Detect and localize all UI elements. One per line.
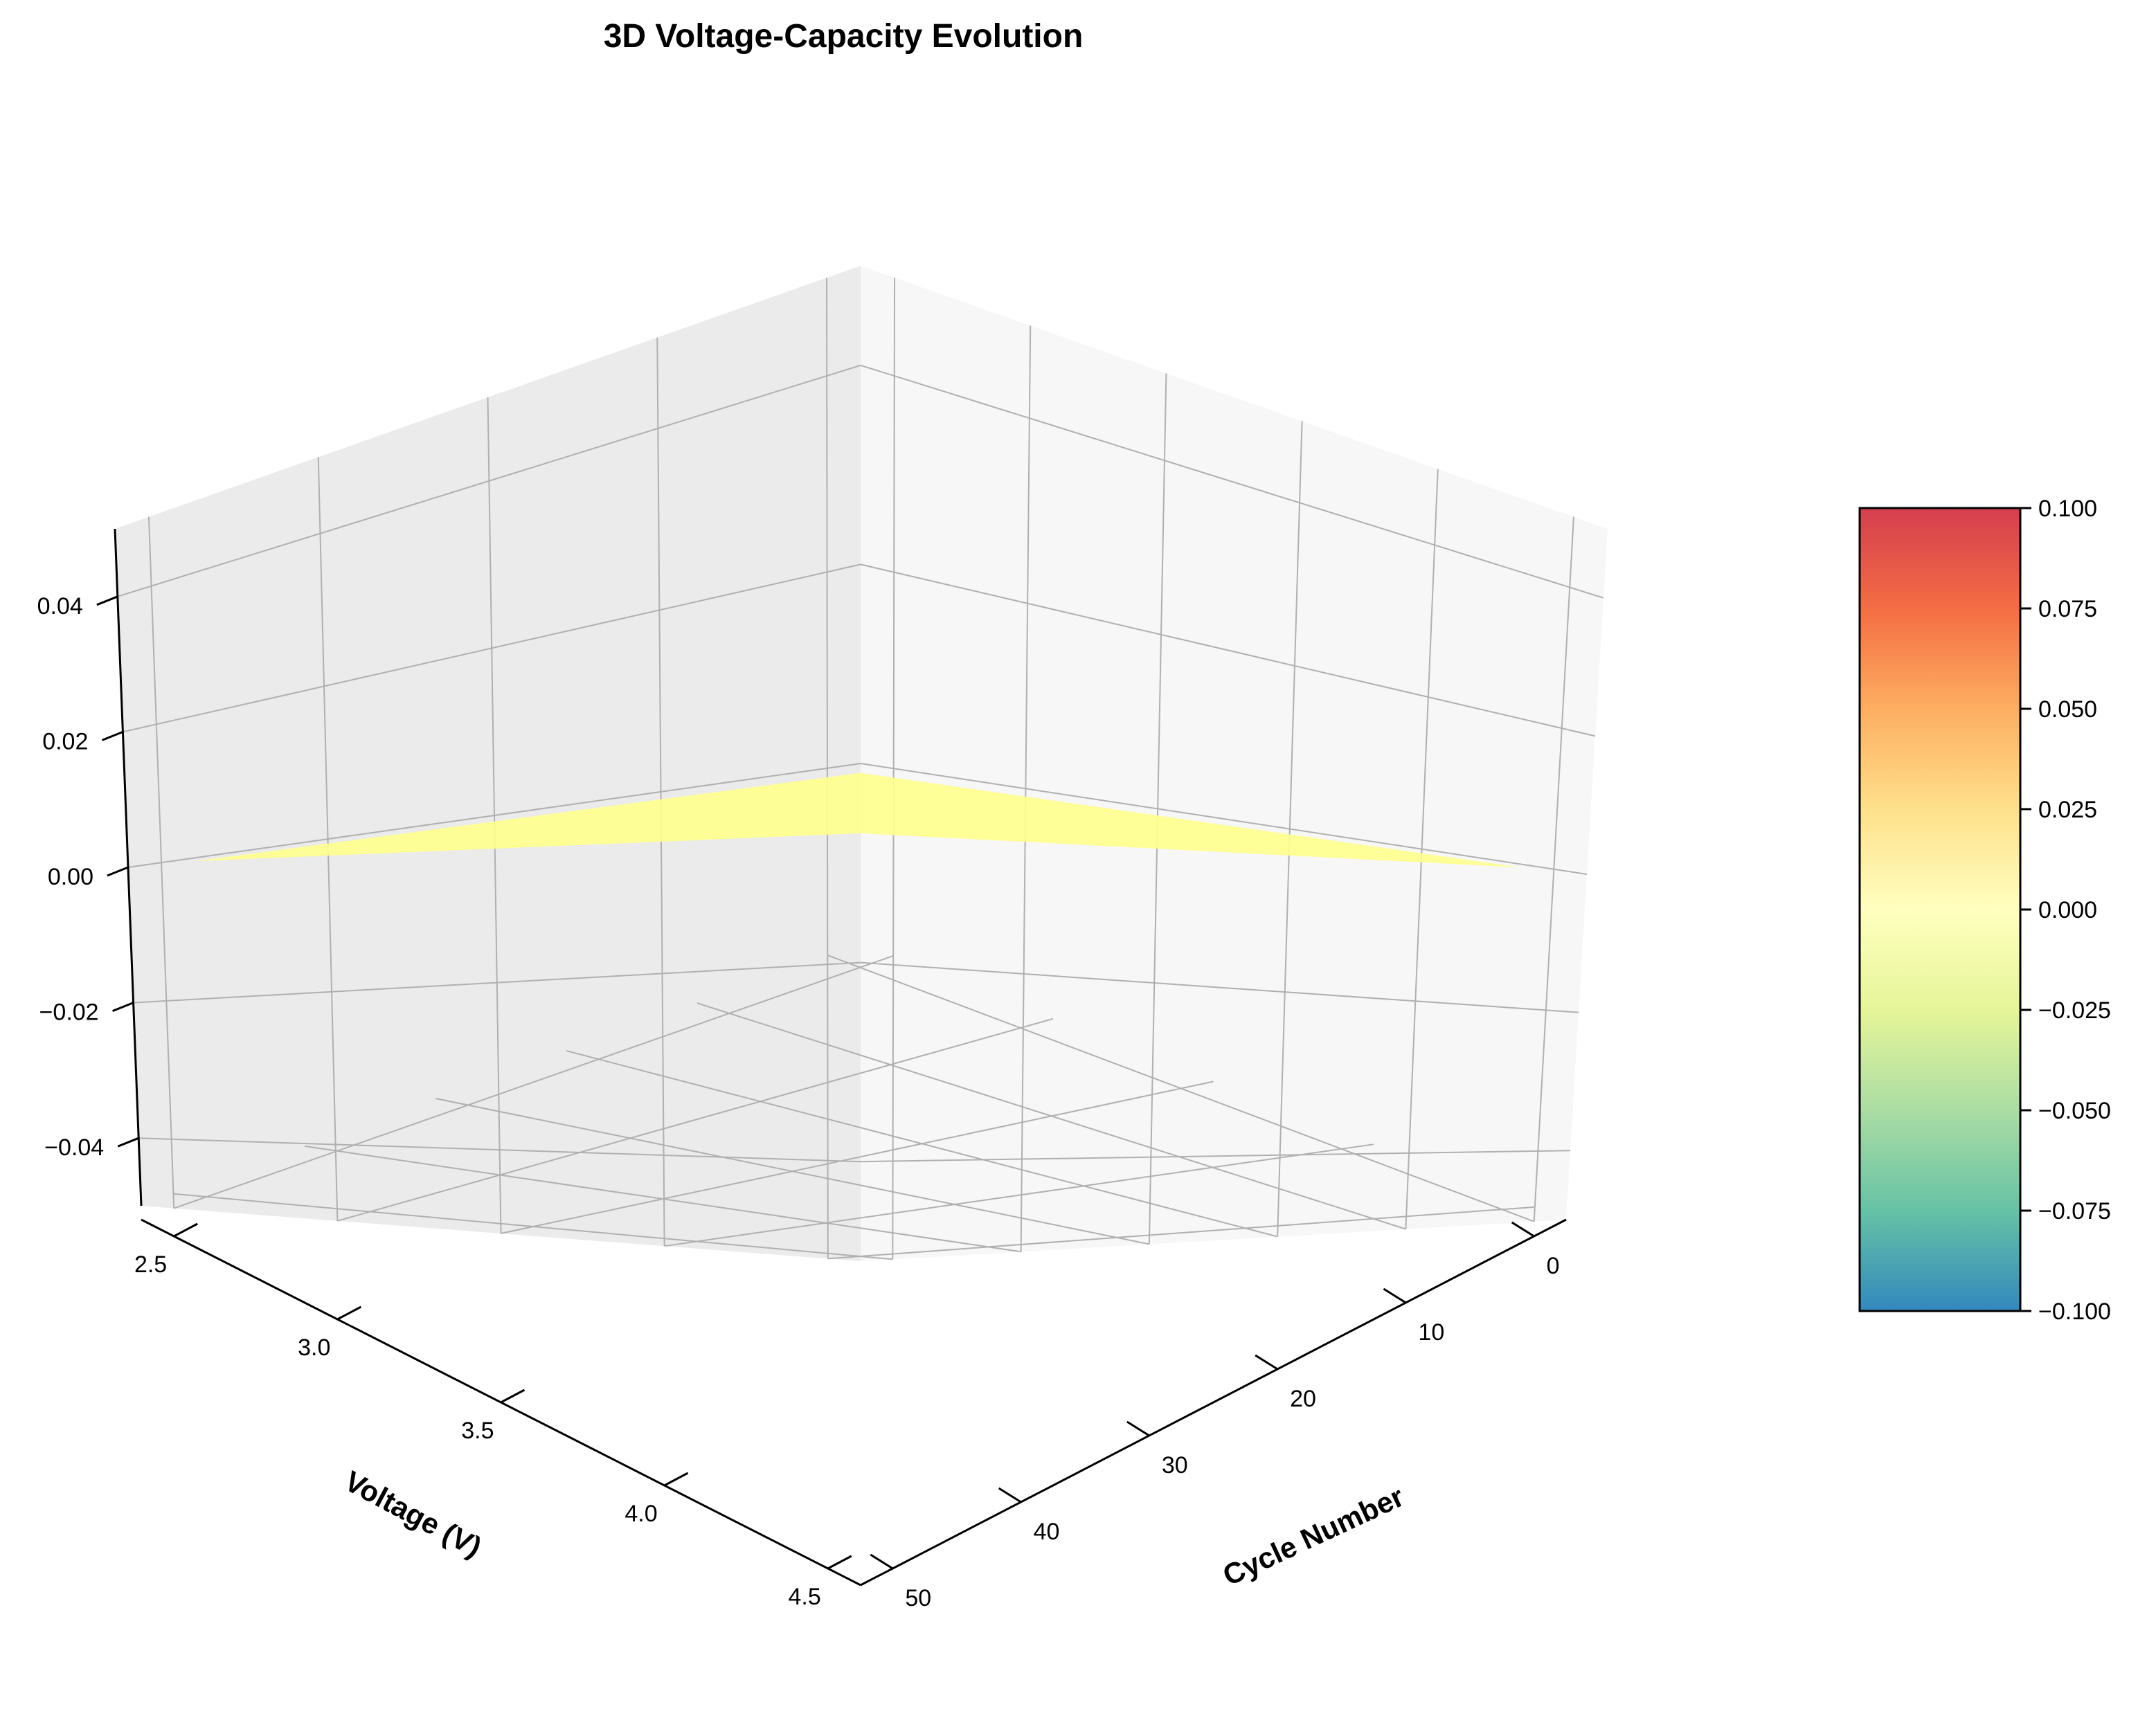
y-tick-1 bbox=[336, 1305, 362, 1321]
z-tick-label-2: 0.00 bbox=[48, 864, 93, 890]
grid-line-left-z-1 bbox=[133, 961, 861, 1004]
grid-line-right-z-2 bbox=[860, 763, 1588, 875]
colorbar-tick-label-8: −0.100 bbox=[2038, 1299, 2111, 1325]
grid-line-floor-y-0 bbox=[827, 1206, 1534, 1260]
surface-plane bbox=[195, 772, 1521, 868]
axis-panes bbox=[115, 266, 1608, 1261]
x-tick-3 bbox=[1126, 1420, 1150, 1437]
colorbar-tick-label-5: −0.025 bbox=[2038, 997, 2111, 1024]
tick-labels: 0 10 20 30 40 50 2.5 3.0 3.5 4.0 4.5 −0.04 −0.02 0.00… bbox=[37, 593, 1560, 1611]
colorbar-tick-label-4: 0.000 bbox=[2038, 897, 2097, 923]
x-tick-label-0: 0 bbox=[1547, 1253, 1560, 1279]
grid-lines bbox=[117, 278, 1604, 1260]
grid-line-left-z-4 bbox=[117, 364, 861, 597]
colorbar-bar bbox=[1858, 507, 2022, 1312]
grid-line-right-z-1 bbox=[860, 961, 1579, 1013]
z-tick-4 bbox=[96, 595, 118, 606]
z-tick-label-1: −0.02 bbox=[39, 1000, 99, 1026]
y-tick-label-4: 4.5 bbox=[789, 1584, 821, 1610]
y-tick-label-2: 3.5 bbox=[461, 1418, 494, 1444]
colorbar: 0.100 0.075 0.050 0.025 0.000 −0.025 −0.050 −0.… bbox=[1858, 496, 2111, 1325]
x-axis-line bbox=[860, 1218, 1567, 1586]
colorbar-tick-label-6: −0.050 bbox=[2038, 1098, 2111, 1124]
grid-line-floor-y-3 bbox=[337, 1018, 1054, 1222]
y-tick-label-1: 3.0 bbox=[298, 1335, 330, 1361]
z-tick-0 bbox=[117, 1137, 139, 1148]
x-tick-label-4: 40 bbox=[1034, 1519, 1060, 1545]
colorbar-tick-label-0: 0.100 bbox=[2038, 496, 2097, 522]
x-tick-1 bbox=[1383, 1287, 1407, 1304]
grid-line-right-z-0 bbox=[860, 1150, 1571, 1163]
y-tick-4 bbox=[827, 1555, 852, 1570]
back-right-pane bbox=[861, 266, 1608, 1261]
x-tick-0 bbox=[1511, 1221, 1535, 1238]
grid-line-right-z-4 bbox=[860, 364, 1604, 599]
grid-line-floor-y-2 bbox=[501, 1080, 1214, 1234]
z-tick-label-4: 0.04 bbox=[37, 593, 83, 620]
grid-line-left-z-0 bbox=[138, 1137, 861, 1163]
grid-line-floor-y-4 bbox=[173, 955, 893, 1209]
x-tick-label-2: 20 bbox=[1290, 1386, 1316, 1412]
grid-line-right-z-3 bbox=[860, 563, 1596, 737]
x-tick-2 bbox=[1255, 1354, 1278, 1371]
chart-title: 3D Voltage-Capacity Evolution bbox=[604, 18, 1084, 55]
z-tick-label-3: 0.02 bbox=[42, 728, 88, 754]
y-tick-label-3: 4.0 bbox=[625, 1501, 657, 1527]
y-tick-3 bbox=[663, 1472, 689, 1487]
z-tick-3 bbox=[101, 731, 123, 741]
back-left-pane bbox=[115, 266, 861, 1261]
z-tick-1 bbox=[112, 1002, 134, 1012]
y-tick-0 bbox=[173, 1222, 198, 1238]
colorbar-tick-label-3: 0.025 bbox=[2038, 797, 2097, 823]
colorbar-tick-label-7: −0.075 bbox=[2038, 1198, 2111, 1224]
grid-line-left-z-2 bbox=[127, 763, 861, 868]
grid-line-left-z-3 bbox=[123, 563, 861, 733]
tick-marks bbox=[96, 595, 1535, 1570]
grid-line-floor-y-1 bbox=[664, 1143, 1374, 1247]
y-axis-title: Voltage (V) bbox=[339, 1465, 487, 1564]
x-tick-label-3: 30 bbox=[1162, 1452, 1188, 1479]
y-tick-label-0: 2.5 bbox=[134, 1251, 167, 1278]
x-tick-label-1: 10 bbox=[1418, 1319, 1444, 1346]
x-tick-5 bbox=[870, 1553, 894, 1570]
surface-layer bbox=[195, 772, 1521, 868]
y-tick-2 bbox=[500, 1389, 525, 1404]
z-tick-2 bbox=[107, 866, 129, 877]
x-axis-title: Cycle Number bbox=[1218, 1480, 1409, 1592]
z-tick-label-0: −0.04 bbox=[44, 1134, 104, 1161]
x-tick-label-5: 50 bbox=[905, 1585, 931, 1611]
colorbar-tick-label-2: 0.050 bbox=[2038, 696, 2097, 723]
x-tick-4 bbox=[998, 1487, 1022, 1503]
colorbar-tick-label-1: 0.075 bbox=[2038, 596, 2097, 622]
